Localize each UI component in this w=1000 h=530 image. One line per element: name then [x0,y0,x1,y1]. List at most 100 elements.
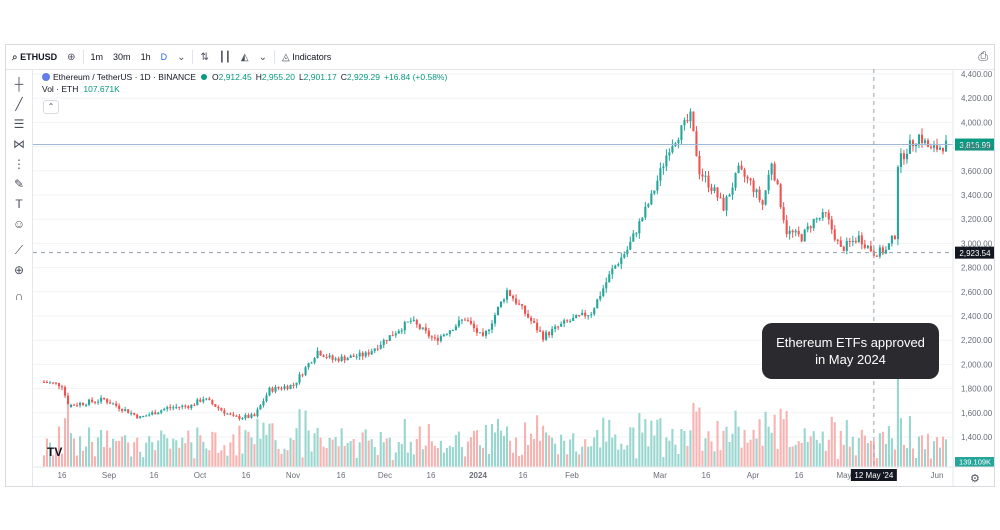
volume-bar [262,422,265,467]
candle-body [575,315,578,318]
volume-bar [944,439,948,467]
price-chart[interactable]: 3,816.99 2,923.54 4,400.00 4,200.00 4,000.00… [33,69,995,486]
indicators-button[interactable]: ◬ Indicators [277,45,336,69]
candle-body [340,356,343,362]
interval-30m[interactable]: 30m [113,52,131,62]
y-tick-label: 3,200.00 [961,215,993,224]
top-toolbar: ⌕ ETHUSD ⊕ 1m 30m 1h D ⌄ ⇅ ┃┃ ◭ ⌄ ◬ Indi… [6,45,994,70]
candle-body [527,313,530,318]
candle-body [226,413,229,415]
candle-body [274,386,277,392]
interval-1h[interactable]: 1h [140,52,151,62]
volume-bar [51,455,55,467]
candle-body [331,355,334,360]
ruler-icon[interactable]: ⟋ [14,243,24,257]
volume-bar [382,442,385,467]
volume-bar [42,455,46,467]
candle-body [292,384,295,386]
measure-group-icon[interactable]: ⋮ [13,157,25,171]
volume-bar [923,449,927,467]
volume-bar [418,426,421,467]
candle-body [196,399,199,406]
volume-bar [626,445,629,467]
legend-title-row: Ethereum / TetherUS · 1D · BINANCE O 2,91… [42,71,447,83]
volume-bar [118,440,121,467]
candle-body [773,163,776,181]
add-symbol-button[interactable]: ⊕ [62,45,80,69]
volume-bar [436,448,439,467]
volume-bar [794,444,797,467]
volume-bar [124,435,127,467]
volume-bar [731,433,734,467]
volume-bar [680,429,683,467]
collapse-legend-button[interactable]: ⌃ [43,100,59,114]
volume-bar [181,437,184,467]
compare-button[interactable]: ⇅ [195,45,213,69]
trend-line-icon[interactable]: ╱ [15,97,23,111]
close-label: C [340,72,347,82]
chevron-down-icon: ⌄ [177,51,186,63]
candle-body [463,319,466,321]
volume-bar [439,440,442,467]
volume-bar [259,438,262,467]
candle-body [48,382,52,384]
candle-body [755,189,758,193]
gear-icon[interactable]: ⚙ [970,473,980,485]
area-chart-button[interactable]: ◭ [236,45,254,69]
symbol-search-button[interactable]: ⌕ ETHUSD [6,45,62,69]
volume-bar [54,448,58,467]
candle-body [81,403,85,405]
volume-bar [542,425,545,467]
candle-body [785,220,788,235]
candle-body [364,352,367,357]
interval-dropdown[interactable]: ⌄ [172,45,190,69]
x-tick-label: 16 [795,471,804,480]
volume-bar [97,437,100,467]
candle-body [635,233,638,235]
brush-icon[interactable]: ✎ [13,177,25,191]
candle-body [379,344,382,349]
volume-bar [72,438,76,467]
x-tick-label: Mar [653,471,667,480]
symbol-logo-icon [42,73,50,81]
volume-bar [148,436,151,467]
fib-icon[interactable]: ☰ [13,117,25,131]
volume-bar [881,431,884,467]
candle-body [94,401,97,403]
zoom-icon[interactable]: ⊕ [13,263,25,277]
volume-bar [527,445,530,467]
chart-type-button[interactable]: ┃┃ [214,45,236,69]
candle-body [791,230,794,233]
interval-1m[interactable]: 1m [90,52,104,62]
candle-body [929,146,933,148]
candle-body [824,212,827,214]
volume-bar [809,436,812,467]
volume-bar [424,445,427,467]
candle-body [839,240,842,247]
crosshair-icon[interactable]: ┼ [14,77,24,91]
toolbar-divider [274,50,275,64]
candle-body [938,147,942,150]
y-tick-label: 4,200.00 [961,94,993,103]
volume-bar [584,439,587,467]
emoji-icon[interactable]: ☺ [12,217,26,231]
magnet-icon[interactable]: ∩ [14,289,24,303]
volume-bar [81,450,85,467]
candle-body [545,332,548,340]
camera-icon[interactable]: ⎙ [978,49,988,63]
text-icon[interactable]: T [15,197,23,211]
candle-body [629,241,632,250]
candle-body [130,412,133,414]
volume-bar [734,410,737,467]
volume-bar [671,428,674,467]
candle-body [42,381,46,383]
volume-bar [707,431,710,467]
candle-body [51,382,55,384]
candle-body [307,363,310,368]
chart-type-dropdown[interactable]: ⌄ [254,45,272,69]
pattern-icon[interactable]: ⋈ [13,137,25,151]
candle-body [346,357,349,361]
interval-d[interactable]: D [160,52,168,62]
volume-bar [752,429,755,467]
x-tick-label: 16 [242,471,251,480]
